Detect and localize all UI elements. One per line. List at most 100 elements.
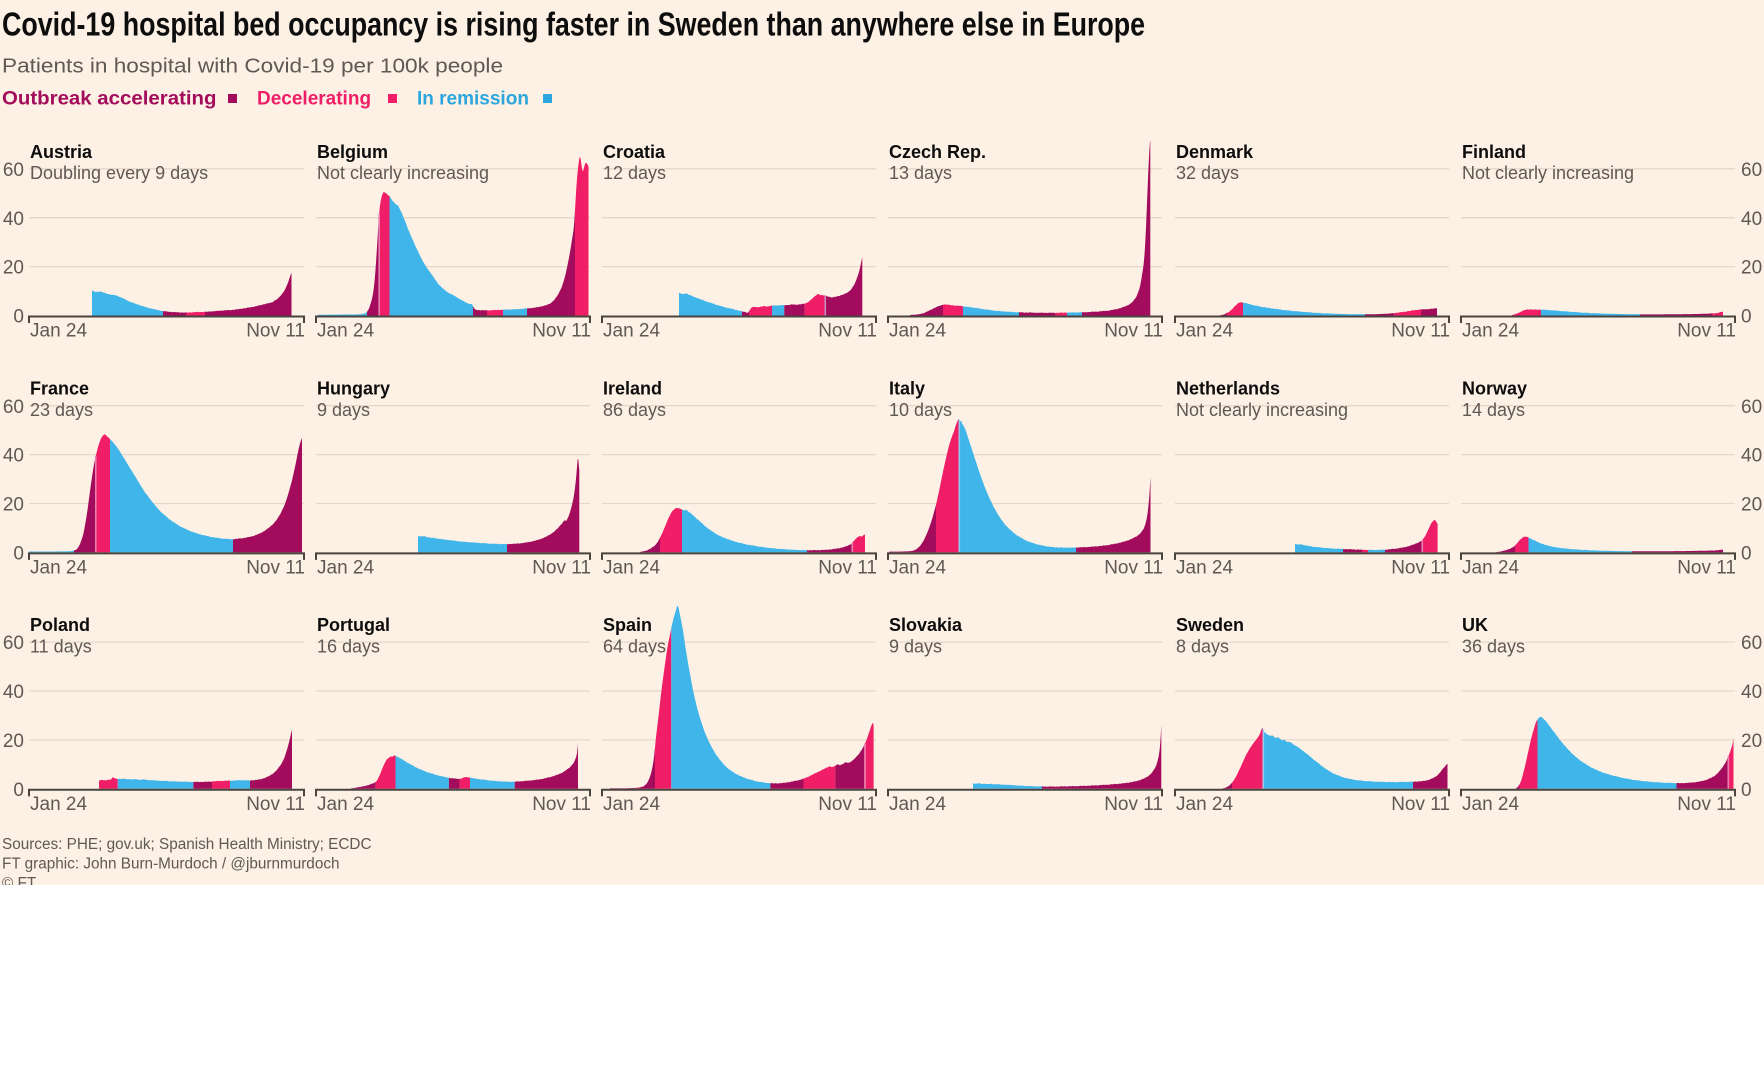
svg-text:32 days: 32 days [1176,163,1239,183]
svg-text:40: 40 [1741,446,1762,467]
svg-text:Jan 24: Jan 24 [1176,321,1233,342]
svg-text:Portugal: Portugal [317,615,390,635]
svg-text:40: 40 [1741,682,1762,703]
svg-text:Jan 24: Jan 24 [889,321,946,342]
svg-text:Nov 11: Nov 11 [1391,321,1450,342]
svg-text:Netherlands: Netherlands [1176,379,1280,399]
svg-text:Nov 11: Nov 11 [1677,557,1736,578]
svg-text:Nov 11: Nov 11 [246,557,305,578]
svg-text:Covid-19 hospital bed occupanc: Covid-19 hospital bed occupancy is risin… [2,7,1145,43]
svg-text:60: 60 [3,397,24,418]
svg-text:Spain: Spain [603,615,652,635]
svg-text:Jan 24: Jan 24 [30,557,87,578]
svg-text:40: 40 [3,446,24,467]
svg-text:10 days: 10 days [889,400,952,420]
svg-text:20: 20 [1741,731,1762,752]
svg-text:Slovakia: Slovakia [889,615,963,635]
svg-text:40: 40 [3,682,24,703]
svg-text:Jan 24: Jan 24 [30,321,87,342]
svg-text:Jan 24: Jan 24 [603,557,660,578]
svg-text:Nov 11: Nov 11 [1104,794,1163,815]
svg-text:60: 60 [1741,633,1762,654]
svg-text:Ireland: Ireland [603,379,662,399]
svg-text:Denmark: Denmark [1176,142,1254,162]
svg-text:Jan 24: Jan 24 [30,794,87,815]
svg-text:Jan 24: Jan 24 [1462,794,1519,815]
svg-text:60: 60 [1741,160,1762,181]
svg-text:Finland: Finland [1462,142,1526,162]
svg-text:Nov 11: Nov 11 [1391,794,1450,815]
svg-text:Doubling every 9 days: Doubling every 9 days [30,163,208,183]
svg-text:86 days: 86 days [603,400,666,420]
svg-text:Nov 11: Nov 11 [818,321,877,342]
svg-text:0: 0 [13,544,24,565]
svg-text:Belgium: Belgium [317,142,388,162]
svg-text:Patients in hospital with Covi: Patients in hospital with Covid-19 per 1… [2,55,503,77]
svg-text:In remission: In remission [417,89,529,110]
svg-text:40: 40 [3,209,24,230]
svg-text:Nov 11: Nov 11 [246,321,305,342]
svg-text:Jan 24: Jan 24 [1176,557,1233,578]
svg-text:Not clearly increasing: Not clearly increasing [1176,400,1348,420]
svg-text:Nov 11: Nov 11 [532,321,591,342]
svg-text:Croatia: Croatia [603,142,666,162]
svg-text:0: 0 [1741,544,1752,565]
svg-text:Hungary: Hungary [317,379,390,399]
svg-text:23 days: 23 days [30,400,93,420]
svg-text:36 days: 36 days [1462,636,1525,656]
svg-text:0: 0 [13,307,24,328]
svg-text:60: 60 [3,160,24,181]
svg-text:Jan 24: Jan 24 [603,321,660,342]
svg-text:Nov 11: Nov 11 [532,557,591,578]
svg-text:Jan 24: Jan 24 [317,557,374,578]
svg-text:Jan 24: Jan 24 [1462,557,1519,578]
svg-text:20: 20 [3,495,24,516]
svg-text:Austria: Austria [30,142,93,162]
svg-text:9 days: 9 days [889,636,942,656]
svg-text:Poland: Poland [30,615,90,635]
svg-text:FT graphic: John Burn-Murdoch: FT graphic: John Burn-Murdoch / @jburnmu… [2,856,339,873]
svg-text:Nov 11: Nov 11 [818,794,877,815]
svg-text:Nov 11: Nov 11 [1104,321,1163,342]
svg-text:0: 0 [1741,780,1752,801]
svg-text:Outbreak accelerating: Outbreak accelerating [2,88,216,109]
svg-text:Nov 11: Nov 11 [818,557,877,578]
svg-text:Nov 11: Nov 11 [1677,321,1736,342]
svg-text:60: 60 [3,633,24,654]
svg-text:16 days: 16 days [317,636,380,656]
svg-text:Nov 11: Nov 11 [532,794,591,815]
svg-text:Sources: PHE; gov.uk; Spanish: Sources: PHE; gov.uk; Spanish Health Min… [2,836,372,853]
svg-text:Nov 11: Nov 11 [1677,794,1736,815]
svg-text:Decelerating: Decelerating [257,89,371,110]
svg-text:Nov 11: Nov 11 [246,794,305,815]
svg-text:13 days: 13 days [889,163,952,183]
svg-text:Czech Rep.: Czech Rep. [889,142,986,162]
svg-text:Jan 24: Jan 24 [1176,794,1233,815]
svg-text:60: 60 [1741,397,1762,418]
svg-text:France: France [30,379,89,399]
svg-text:20: 20 [1741,258,1762,279]
svg-text:Jan 24: Jan 24 [889,557,946,578]
svg-text:20: 20 [3,731,24,752]
svg-text:Jan 24: Jan 24 [317,321,374,342]
svg-text:0: 0 [1741,307,1752,328]
svg-text:Not clearly increasing: Not clearly increasing [1462,163,1634,183]
svg-text:14 days: 14 days [1462,400,1525,420]
svg-text:11 days: 11 days [30,636,92,656]
svg-text:Italy: Italy [889,379,925,399]
svg-text:12 days: 12 days [603,163,666,183]
svg-text:UK: UK [1462,615,1488,635]
svg-text:Not clearly increasing: Not clearly increasing [317,163,489,183]
svg-text:8 days: 8 days [1176,636,1229,656]
svg-text:Nov 11: Nov 11 [1104,557,1163,578]
svg-text:40: 40 [1741,209,1762,230]
svg-text:20: 20 [3,258,24,279]
svg-text:Sweden: Sweden [1176,615,1244,635]
svg-text:Jan 24: Jan 24 [1462,321,1519,342]
svg-text:Jan 24: Jan 24 [317,794,374,815]
svg-text:Nov 11: Nov 11 [1391,557,1450,578]
svg-text:Jan 24: Jan 24 [603,794,660,815]
svg-text:0: 0 [13,780,24,801]
svg-text:20: 20 [1741,495,1762,516]
svg-text:64 days: 64 days [603,636,666,656]
